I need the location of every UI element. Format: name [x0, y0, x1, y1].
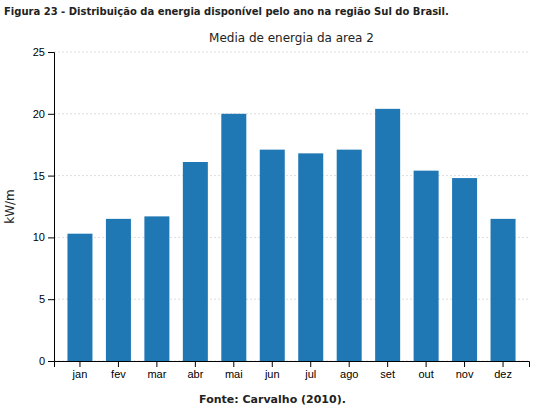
tick-mark — [48, 52, 54, 53]
axis-domain — [55, 362, 530, 368]
tick-label: 25 — [33, 46, 45, 58]
tick-mark — [195, 361, 196, 367]
bar — [298, 153, 323, 361]
tick-label: set — [380, 368, 395, 380]
x-tick: jan — [72, 361, 88, 380]
tick-label: ago — [340, 368, 358, 380]
bar — [414, 171, 439, 361]
tick-mark — [48, 114, 54, 115]
bar — [491, 219, 516, 361]
tick-label: 10 — [33, 231, 45, 243]
axis-domain — [48, 53, 55, 362]
grid — [54, 52, 529, 361]
bar — [221, 114, 246, 361]
x-tick: jun — [264, 361, 280, 380]
x-tick: mai — [225, 361, 243, 380]
tick-label: mai — [225, 368, 243, 380]
tick-mark — [48, 299, 54, 300]
plot-area: jan fev mar abr mai jun jul ago set out nov dez 0 5 10… — [33, 46, 530, 380]
x-tick: dez — [494, 361, 512, 380]
tick-mark — [48, 361, 54, 362]
tick-label: 20 — [33, 108, 45, 120]
tick-label: dez — [494, 368, 512, 380]
x-axis: jan fev mar abr mai jun jul ago set out nov dez — [55, 361, 530, 380]
tick-mark — [464, 361, 465, 367]
y-tick: 20 — [33, 108, 54, 120]
subtitle: Figura 23 - Distribuição da energia disp… — [4, 6, 449, 17]
grid-line — [54, 175, 529, 176]
bar — [144, 216, 169, 361]
tick-mark — [426, 361, 427, 367]
y-axis-label: kW/m — [3, 189, 17, 224]
bar — [375, 109, 400, 361]
bar — [452, 178, 477, 361]
x-tick: set — [380, 361, 395, 380]
tick-label: 15 — [33, 170, 45, 182]
tick-mark — [233, 361, 234, 367]
grid-line — [54, 113, 529, 114]
annotation: Fonte: Carvalho (2010). — [199, 393, 346, 406]
bar — [337, 150, 362, 361]
tick-mark — [48, 176, 54, 177]
x-tick: fev — [111, 361, 126, 380]
x-tick: ago — [340, 361, 358, 380]
y-axis: 0 5 10 15 20 25 — [33, 46, 55, 367]
tick-label: fev — [111, 368, 126, 380]
x-tick: abr — [187, 361, 203, 380]
tick-label: 5 — [39, 293, 45, 305]
bar — [106, 219, 131, 361]
bar — [67, 234, 92, 361]
tick-label: 0 — [39, 355, 45, 367]
tick-mark — [118, 361, 119, 367]
tick-label: jul — [304, 368, 316, 380]
bar — [260, 150, 285, 361]
bar — [183, 162, 208, 361]
bars — [67, 109, 515, 361]
chart: Figura 23 - Distribuição da energia disp… — [0, 0, 545, 411]
y-tick: 10 — [33, 231, 54, 243]
tick-mark — [48, 237, 54, 238]
x-tick: mar — [147, 361, 166, 380]
tick-mark — [272, 361, 273, 367]
tick-mark — [503, 361, 504, 367]
tick-mark — [349, 361, 350, 367]
tick-label: nov — [456, 368, 474, 380]
grid-line — [54, 52, 529, 53]
tick-label: out — [418, 368, 433, 380]
x-tick: nov — [456, 361, 474, 380]
y-tick: 15 — [33, 170, 54, 182]
y-tick: 0 — [39, 355, 54, 367]
tick-label: abr — [187, 368, 203, 380]
x-tick: out — [418, 361, 433, 380]
title: Media de energia da area 2 — [209, 31, 374, 45]
tick-mark — [310, 361, 311, 367]
y-tick: 5 — [39, 293, 54, 305]
tick-mark — [156, 361, 157, 367]
tick-label: jan — [72, 368, 88, 380]
tick-mark — [387, 361, 388, 367]
x-tick: jul — [304, 361, 316, 380]
tick-label: jun — [264, 368, 280, 380]
y-tick: 25 — [33, 46, 54, 58]
tick-mark — [79, 361, 80, 367]
tick-label: mar — [147, 368, 166, 380]
